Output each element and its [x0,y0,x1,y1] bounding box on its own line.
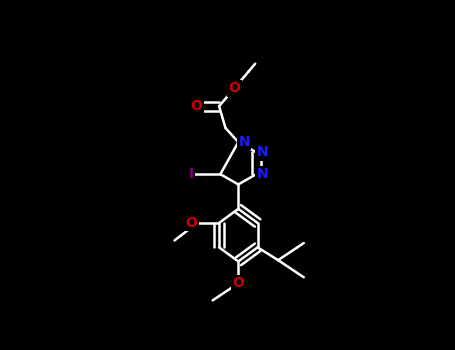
Text: N: N [256,145,268,159]
Text: O: O [233,276,244,290]
Text: N: N [256,167,268,181]
Text: O: O [185,216,197,230]
Text: N: N [238,135,250,149]
Text: I: I [188,167,193,181]
Text: O: O [228,81,240,95]
Text: O: O [191,99,202,113]
